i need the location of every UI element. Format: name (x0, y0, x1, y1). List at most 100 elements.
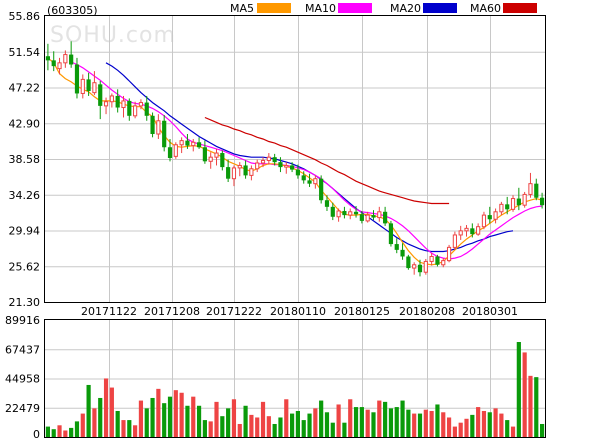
candle-body-down (162, 120, 167, 148)
volume-bar (86, 384, 91, 437)
candle-body-down (45, 56, 50, 61)
candle-body-down (272, 157, 277, 163)
candle-body-down (359, 214, 364, 221)
candle (220, 150, 225, 171)
volume-bar (156, 388, 161, 437)
candle (98, 81, 103, 120)
candle-body-up (57, 62, 62, 70)
legend-swatch-ma20 (423, 3, 457, 13)
volume-tick-label: 0 (33, 428, 40, 440)
candle (243, 160, 248, 179)
candle-body-down (487, 215, 492, 220)
legend-swatch-ma10 (338, 3, 372, 13)
candle (313, 175, 318, 189)
candle (179, 137, 184, 154)
candle (138, 99, 144, 110)
candle-body-up (284, 164, 289, 168)
candle-body-down (295, 169, 300, 176)
volume-bar (301, 420, 306, 437)
candle (412, 262, 417, 275)
candle (196, 137, 202, 149)
volume-bar (121, 420, 126, 437)
volume-tick-label: 67437 (5, 343, 40, 356)
candle-body-up (493, 211, 498, 220)
volume-bar (342, 422, 347, 437)
candle-body-up (138, 102, 144, 107)
candle-body-up (499, 203, 504, 213)
candle-body-up (208, 156, 213, 162)
volume-bar (74, 421, 80, 437)
candle (365, 211, 370, 223)
volume-bar (417, 413, 423, 437)
candle (63, 50, 68, 68)
candle-body-up (133, 105, 138, 117)
volume-bar (63, 430, 68, 437)
candle (301, 171, 306, 184)
candle-body-up (237, 164, 242, 169)
candle-body-up (510, 198, 516, 210)
volume-bar (249, 414, 254, 437)
candle (74, 57, 80, 99)
candle-body-up (191, 141, 196, 147)
legend-label-ma20: MA20 (390, 2, 421, 15)
candle (144, 95, 149, 121)
candle (307, 173, 312, 187)
price-tick-label: 51.54 (9, 46, 41, 59)
candle-body-down (74, 64, 80, 94)
candle (57, 57, 62, 75)
candle (103, 97, 109, 115)
price-tick-label: 42.90 (9, 117, 41, 130)
volume-bar (394, 407, 399, 437)
candle-body-up (336, 210, 341, 218)
volume-bar (69, 427, 74, 437)
volume-bar (540, 423, 545, 437)
candle-body-down (353, 211, 359, 215)
legend: MA5 MA10 MA20 MA60 (230, 2, 537, 15)
volume-bar (45, 426, 50, 437)
volume-bar (435, 404, 440, 437)
candle-body-up (452, 234, 457, 248)
date-tick-label: 20171222 (206, 305, 262, 318)
volume-bar (365, 409, 370, 437)
volume-bar (127, 420, 132, 437)
candle-body-down (417, 264, 423, 273)
candle (383, 206, 388, 226)
volume-bar (255, 417, 260, 437)
candle-body-down (324, 200, 330, 207)
volume-bar (446, 417, 452, 437)
legend-swatch-ma5 (257, 3, 291, 13)
price-grid (45, 16, 545, 302)
candle-body-down (534, 183, 539, 198)
candle-body-up (231, 167, 237, 180)
volume-bar (214, 401, 219, 437)
date-tick-label: 20171208 (144, 305, 200, 318)
candle (272, 153, 277, 166)
candle-body-up (481, 214, 487, 228)
candle (214, 148, 219, 166)
candle-body-down (278, 162, 283, 168)
candle (202, 140, 207, 164)
candle (528, 172, 533, 198)
candle (156, 114, 161, 139)
volume-bar (516, 342, 521, 437)
candle (510, 195, 516, 212)
candle-body-up (464, 227, 469, 232)
candle (295, 164, 300, 179)
volume-bar (412, 413, 417, 437)
candle (359, 210, 364, 224)
candle-body-down (319, 178, 324, 201)
candle-body-down (435, 256, 440, 265)
candle (115, 89, 120, 113)
candle (406, 254, 411, 270)
watermark: SOHU.com (50, 23, 176, 48)
candle-body-up (103, 101, 109, 107)
candle (324, 195, 330, 211)
date-tick-label: 20180125 (334, 305, 390, 318)
volume-bar (464, 418, 469, 437)
candle (80, 74, 85, 99)
candle (255, 159, 260, 173)
date-axis: 20171122 20171208 20171222 20180110 20180125… (81, 305, 518, 318)
candle-body-up (313, 178, 318, 185)
candle (476, 223, 481, 236)
candle-body-down (115, 95, 120, 108)
